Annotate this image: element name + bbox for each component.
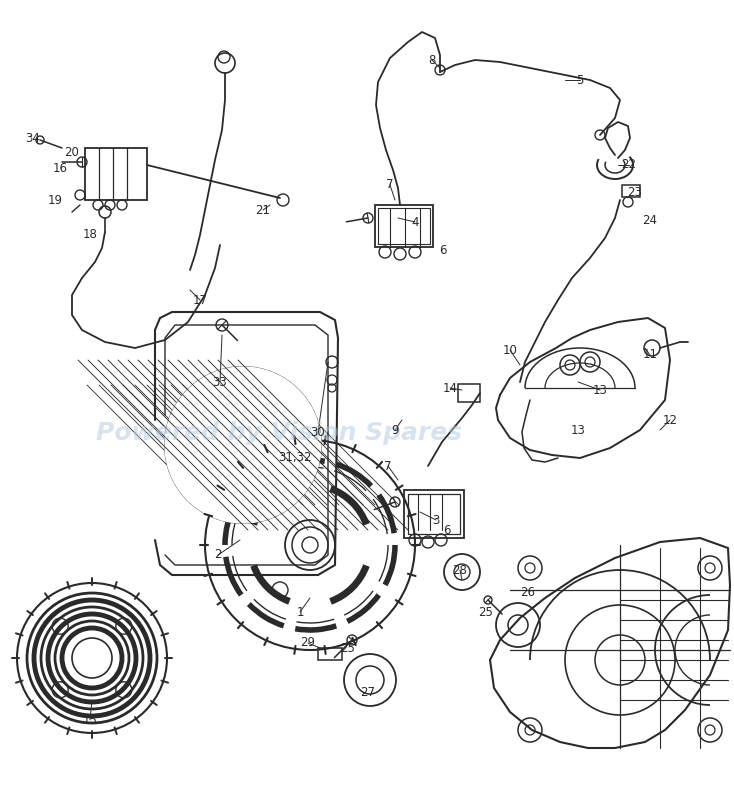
Text: 1: 1 — [297, 606, 304, 619]
Bar — [378, 208, 430, 244]
Text: 3: 3 — [432, 514, 440, 526]
Bar — [375, 205, 433, 247]
Text: 33: 33 — [213, 376, 228, 389]
Text: 5: 5 — [576, 74, 584, 87]
Text: 20: 20 — [65, 146, 79, 159]
Bar — [458, 384, 480, 402]
Text: 10: 10 — [503, 343, 517, 356]
Text: 22: 22 — [622, 159, 636, 172]
Text: 19: 19 — [48, 194, 62, 207]
Text: 30: 30 — [310, 425, 325, 438]
Text: 6: 6 — [443, 523, 451, 536]
Text: 8: 8 — [429, 53, 436, 66]
Text: 31,32: 31,32 — [278, 451, 312, 464]
Text: 13: 13 — [592, 383, 608, 397]
Text: 12: 12 — [663, 413, 677, 427]
Bar — [622, 185, 640, 197]
Text: 24: 24 — [642, 214, 658, 227]
Bar — [408, 494, 460, 534]
Text: 16: 16 — [53, 161, 68, 174]
Text: 25: 25 — [341, 642, 355, 654]
Bar — [318, 648, 342, 660]
Text: 4: 4 — [411, 215, 419, 228]
Bar — [404, 490, 464, 538]
Text: 34: 34 — [26, 131, 40, 144]
Text: 7: 7 — [386, 178, 393, 191]
Text: 17: 17 — [192, 293, 208, 306]
Text: 11: 11 — [642, 348, 658, 361]
Text: 13: 13 — [570, 424, 586, 437]
Text: 14: 14 — [443, 382, 457, 394]
Text: 18: 18 — [82, 228, 98, 241]
Text: 2: 2 — [214, 548, 222, 561]
Text: Powered by Vision Spares: Powered by Vision Spares — [96, 421, 462, 446]
Text: 27: 27 — [360, 687, 376, 700]
Text: 26: 26 — [520, 586, 536, 599]
Text: 29: 29 — [300, 637, 316, 650]
Text: 7: 7 — [385, 459, 392, 472]
Text: 9: 9 — [391, 424, 399, 437]
Text: 25: 25 — [479, 606, 493, 619]
Text: 21: 21 — [255, 203, 271, 216]
Bar — [85, 148, 147, 200]
Text: 15: 15 — [82, 714, 98, 727]
Text: 6: 6 — [439, 244, 447, 257]
Polygon shape — [165, 367, 321, 523]
Text: 23: 23 — [628, 185, 642, 198]
Text: 28: 28 — [453, 564, 468, 577]
